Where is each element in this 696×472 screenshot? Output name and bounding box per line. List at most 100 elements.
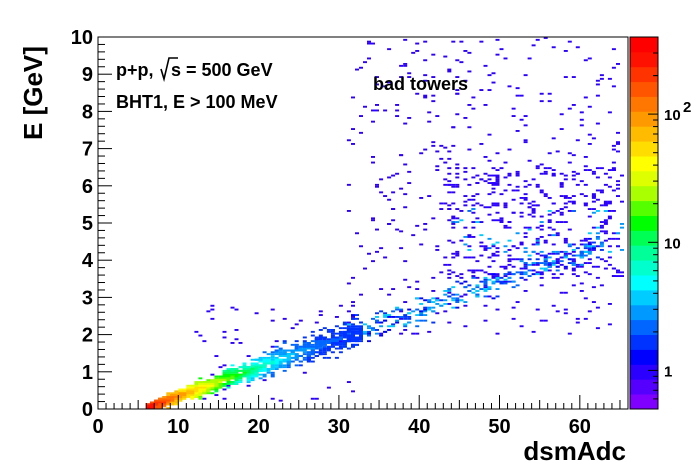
heatmap-cell (310, 343, 315, 346)
heatmap-cell (387, 198, 392, 201)
heatmap-cell (310, 360, 315, 363)
heatmap-cell (507, 239, 512, 242)
heatmap-cell (302, 349, 307, 352)
heatmap-cell (391, 310, 396, 313)
heatmap-cell (427, 306, 432, 309)
heatmap-cell (403, 122, 408, 125)
heatmap-cell (419, 243, 424, 246)
heatmap-cell (551, 260, 556, 263)
heatmap-cell (599, 224, 604, 227)
heatmap-cell (391, 208, 396, 210)
heatmap-cell (599, 245, 604, 248)
heatmap-cell (575, 317, 580, 320)
heatmap-cell (367, 330, 371, 333)
heatmap-cell (355, 327, 359, 330)
heatmap-cell (318, 329, 323, 331)
heatmap-cell (487, 89, 492, 91)
heatmap-cell (351, 327, 355, 330)
heatmap-cell (547, 265, 552, 268)
heatmap-cell (379, 321, 384, 324)
heatmap-cell (443, 310, 448, 313)
heatmap-cell (495, 308, 500, 311)
heatmap-cell (407, 317, 412, 320)
heatmap-cell (318, 345, 323, 348)
heatmap-cell (559, 211, 564, 214)
heatmap-cell (294, 358, 299, 361)
heatmap-cell (415, 280, 420, 283)
heatmap-cell (314, 340, 319, 343)
heatmap-cell (543, 254, 548, 257)
heatmap-cell (531, 269, 536, 272)
heatmap-cell (447, 295, 452, 298)
heatmap-cell (310, 397, 315, 400)
heatmap-cell (451, 202, 456, 205)
heatmap-cell (447, 180, 452, 183)
heatmap-cell (451, 286, 456, 289)
heatmap-cell (563, 202, 568, 205)
heatmap-cell (282, 349, 287, 352)
heatmap-cell (447, 276, 452, 279)
heatmap-cell (222, 369, 227, 372)
heatmap-cell (487, 178, 492, 181)
heatmap-cell (459, 295, 464, 298)
y-tick-label: 0 (82, 399, 93, 421)
heatmap-cell (334, 336, 339, 339)
heatmap-cell (174, 399, 179, 402)
collision-label: p+p, (116, 60, 154, 80)
heatmap-cell (395, 228, 400, 231)
heatmap-cell (226, 371, 231, 374)
heatmap-cell (314, 338, 319, 341)
heatmap-cell (599, 74, 604, 77)
heatmap-cell (383, 319, 388, 322)
heatmap-cell (567, 161, 572, 164)
heatmap-cell (230, 364, 235, 367)
heatmap-cell (447, 150, 452, 153)
heatmap-cell (266, 360, 271, 363)
heatmap-cell (262, 375, 267, 378)
heatmap-cell (351, 96, 355, 99)
heatmap-cell (250, 362, 255, 365)
heatmap-cell (431, 321, 436, 324)
heatmap-cell (563, 174, 568, 177)
heatmap-cell (495, 183, 500, 186)
heatmap-cell (479, 245, 484, 248)
heatmap-cell (226, 379, 231, 382)
heatmap-cell (607, 256, 612, 259)
heatmap-cell (202, 388, 207, 391)
heatmap-cell (535, 204, 540, 207)
color-scale-segment (630, 275, 658, 291)
z-tick-exponent: 2 (683, 99, 691, 116)
heatmap-cell (491, 260, 496, 263)
heatmap-cell (451, 226, 456, 229)
heatmap-cell (399, 308, 404, 311)
heatmap-cell (595, 83, 600, 86)
heatmap-cell (467, 234, 472, 237)
color-scale-segment (630, 260, 658, 276)
heatmap-cell (575, 46, 580, 49)
heatmap-cell (375, 228, 379, 231)
heatmap-cell (242, 362, 247, 365)
heatmap-cell (158, 399, 163, 402)
heatmap-cell (467, 249, 472, 251)
heatmap-cell (367, 334, 371, 337)
heatmap-cell (346, 139, 351, 142)
heatmap-cell (411, 332, 416, 335)
heatmap-cell (535, 38, 540, 41)
heatmap-cell (543, 269, 548, 272)
heatmap-cell (523, 236, 528, 238)
heatmap-cell (346, 330, 351, 333)
heatmap-cell (314, 343, 319, 346)
heatmap-cell (351, 301, 355, 303)
heatmap-cell (559, 172, 564, 175)
heatmap-cell (487, 288, 492, 290)
heatmap-cell (407, 170, 412, 173)
heatmap-cell (439, 157, 444, 160)
heatmap-cell (587, 208, 592, 210)
heatmap-cell (210, 392, 215, 395)
heatmap-cell (286, 364, 291, 367)
heatmap-cell (527, 228, 532, 231)
z-tick-label: 1 (664, 363, 672, 380)
heatmap-cell (210, 308, 215, 311)
y-tick-label: 9 (82, 64, 93, 86)
heatmap-cell (595, 327, 600, 330)
